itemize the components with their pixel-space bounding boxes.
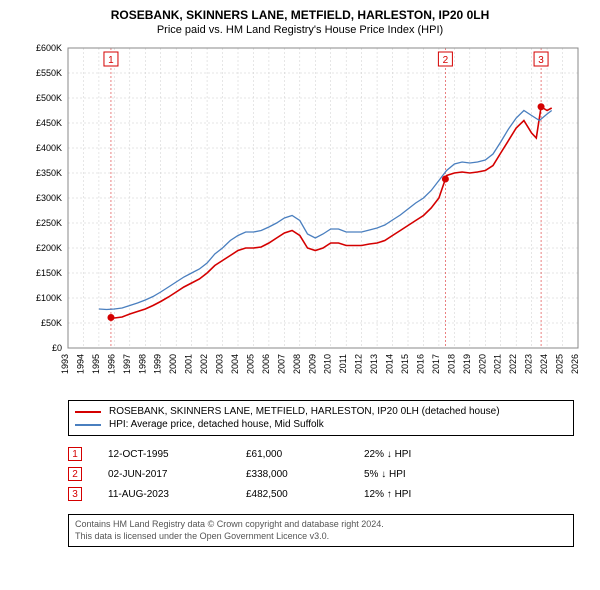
y-tick-label: £500K (36, 93, 62, 103)
y-tick-label: £400K (36, 143, 62, 153)
event-flag-number: 1 (108, 55, 114, 66)
x-tick-label: 2019 (462, 354, 472, 374)
x-tick-label: 2004 (230, 354, 240, 374)
x-tick-label: 2012 (354, 354, 364, 374)
x-tick-label: 2018 (446, 354, 456, 374)
legend-swatch (75, 411, 101, 413)
event-row: 2 02-JUN-2017 £338,000 5% ↓ HPI (68, 464, 574, 484)
y-tick-label: £200K (36, 243, 62, 253)
event-date: 11-AUG-2023 (108, 489, 228, 500)
legend-label: ROSEBANK, SKINNERS LANE, METFIELD, HARLE… (109, 406, 500, 417)
x-tick-label: 2022 (508, 354, 518, 374)
legend-swatch (75, 424, 101, 426)
x-tick-label: 2026 (570, 354, 580, 374)
x-tick-label: 2017 (431, 354, 441, 374)
y-tick-label: £100K (36, 293, 62, 303)
x-tick-label: 2009 (307, 354, 317, 374)
attribution-footer: Contains HM Land Registry data © Crown c… (68, 514, 574, 547)
x-tick-label: 2005 (245, 354, 255, 374)
legend-item: ROSEBANK, SKINNERS LANE, METFIELD, HARLE… (75, 405, 567, 418)
x-tick-label: 1995 (91, 354, 101, 374)
x-tick-label: 1998 (137, 354, 147, 374)
event-delta: 12% ↑ HPI (364, 489, 444, 500)
line-chart: £0 £50K £100K £150K £200K £250K £300K £350K £400… (8, 42, 596, 394)
x-tick-label: 2015 (400, 354, 410, 374)
chart-subtitle: Price paid vs. HM Land Registry's House … (8, 24, 592, 36)
event-delta: 22% ↓ HPI (364, 449, 444, 460)
x-tick-label: 1996 (106, 354, 116, 374)
x-tick-label: 2024 (539, 354, 549, 374)
y-tick-label: £0 (52, 343, 62, 353)
x-tick-label: 2000 (168, 354, 178, 374)
y-tick-label: £350K (36, 168, 62, 178)
chart-titles: ROSEBANK, SKINNERS LANE, METFIELD, HARLE… (8, 8, 592, 36)
chart-area: £0 £50K £100K £150K £200K £250K £300K £350K £400… (8, 42, 592, 394)
y-tick-label: £150K (36, 268, 62, 278)
x-tick-label: 1999 (153, 354, 163, 374)
x-tick-label: 2013 (369, 354, 379, 374)
event-price: £61,000 (246, 449, 346, 460)
event-marker: 3 (68, 487, 82, 501)
x-tick-label: 2025 (555, 354, 565, 374)
footer-line-2: This data is licensed under the Open Gov… (75, 531, 567, 543)
event-flag-number: 3 (538, 55, 544, 66)
x-tick-label: 2008 (292, 354, 302, 374)
legend-item: HPI: Average price, detached house, Mid … (75, 418, 567, 431)
x-tick-label: 2021 (493, 354, 503, 374)
event-date: 02-JUN-2017 (108, 469, 228, 480)
legend-label: HPI: Average price, detached house, Mid … (109, 419, 324, 430)
x-tick-label: 2007 (276, 354, 286, 374)
x-tick-label: 2016 (415, 354, 425, 374)
x-tick-label: 1997 (122, 354, 132, 374)
event-marker: 1 (68, 447, 82, 461)
x-tick-label: 2011 (338, 354, 348, 373)
event-price: £338,000 (246, 469, 346, 480)
x-tick-label: 1994 (75, 354, 85, 374)
y-tick-label: £450K (36, 118, 62, 128)
x-tick-label: 2023 (524, 354, 534, 374)
event-row: 3 11-AUG-2023 £482,500 12% ↑ HPI (68, 484, 574, 504)
x-tick-label: 2006 (261, 354, 271, 374)
event-price: £482,500 (246, 489, 346, 500)
x-tick-label: 2003 (215, 354, 225, 374)
y-tick-label: £250K (36, 218, 62, 228)
x-tick-label: 2014 (385, 354, 395, 374)
event-marker: 2 (68, 467, 82, 481)
y-tick-label: £600K (36, 43, 62, 53)
chart-title: ROSEBANK, SKINNERS LANE, METFIELD, HARLE… (8, 8, 592, 22)
y-tick-label: £550K (36, 68, 62, 78)
event-date: 12-OCT-1995 (108, 449, 228, 460)
footer-line-1: Contains HM Land Registry data © Crown c… (75, 519, 567, 531)
event-row: 1 12-OCT-1995 £61,000 22% ↓ HPI (68, 444, 574, 464)
legend: ROSEBANK, SKINNERS LANE, METFIELD, HARLE… (68, 400, 574, 436)
x-tick-label: 2001 (184, 354, 194, 374)
x-tick-label: 2010 (323, 354, 333, 374)
event-delta: 5% ↓ HPI (364, 469, 444, 480)
x-tick-label: 1993 (60, 354, 70, 374)
event-flag-number: 2 (443, 55, 449, 66)
y-tick-label: £50K (41, 318, 62, 328)
event-list: 1 12-OCT-1995 £61,000 22% ↓ HPI 2 02-JUN-2017… (68, 444, 574, 504)
x-tick-label: 2002 (199, 354, 209, 374)
y-tick-label: £300K (36, 193, 62, 203)
x-tick-label: 2020 (477, 354, 487, 374)
